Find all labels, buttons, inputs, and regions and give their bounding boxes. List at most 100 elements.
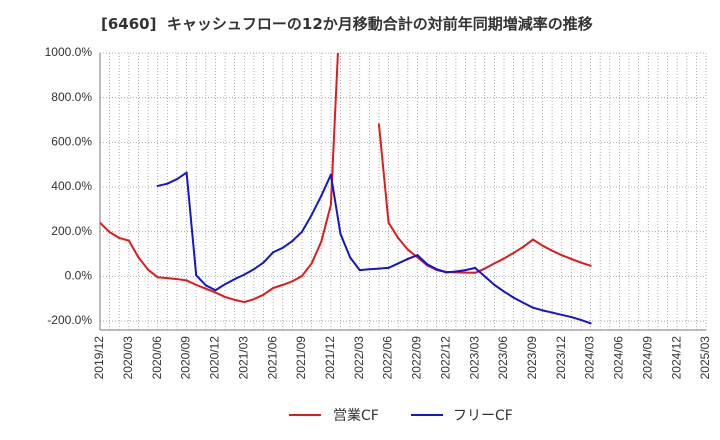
data-point-free-cf [301,230,303,233]
series-line-operating-cf [100,53,592,304]
data-point-operating-cf [195,283,198,286]
data-point-operating-cf [137,256,140,259]
data-point-operating-cf [252,298,255,301]
data-point-free-cf [185,171,188,174]
legend-label-free-cf: フリーCF [453,408,513,424]
data-point-operating-cf [579,261,582,264]
data-point-free-cf [551,311,554,314]
data-point-operating-cf [301,274,303,277]
y-tick-label: 400.0% [51,179,92,193]
data-point-free-cf [464,269,467,272]
x-tick-label: 2020/03 [121,336,135,380]
data-point-operating-cf [185,279,188,282]
data-point-free-cf [474,266,477,269]
legend-label-operating-cf: 営業CF [333,408,379,424]
data-point-operating-cf [474,271,477,274]
data-point-operating-cf [570,257,573,260]
data-point-operating-cf [214,291,217,294]
data-point-free-cf [329,173,332,176]
data-point-free-cf [570,316,573,319]
data-point-operating-cf [233,298,236,301]
data-point-operating-cf [387,221,390,224]
data-point-free-cf [243,273,246,276]
x-axis-labels: 2019/12 2020/03 2020/06 2020/09 2020/12 2021/… [92,336,712,380]
data-point-operating-cf [310,262,313,265]
data-point-free-cf [349,256,352,259]
y-tick-label: 200.0% [51,224,92,238]
data-point-operating-cf [589,264,592,267]
y-tick-label: 0.0% [65,269,93,283]
legend-item-operating-cf: 営業CF [289,408,379,424]
data-point-operating-cf [204,287,207,290]
data-point-free-cf [416,254,419,257]
data-point-operating-cf [512,251,515,254]
data-point-operating-cf [127,239,130,242]
data-point-free-cf [503,290,505,293]
data-point-free-cf [512,296,515,299]
data-point-operating-cf [406,248,409,251]
data-point-free-cf [541,309,544,312]
data-point-free-cf [166,182,169,185]
data-point-operating-cf [531,238,534,241]
data-point-free-cf [310,213,313,216]
y-tick-label: 600.0% [51,135,92,149]
x-tick-label: 2020/12 [208,336,222,380]
data-point-operating-cf [166,277,169,280]
data-point-operating-cf [175,278,178,281]
y-tick-label: -200.0% [47,313,92,327]
data-point-free-cf [339,232,342,235]
data-point-free-cf [454,270,457,273]
x-tick-label: 2024/06 [612,336,626,380]
data-point-operating-cf [560,254,563,257]
data-point-free-cf [358,269,361,272]
legend: 営業CF フリーCF [289,408,513,424]
data-point-free-cf [204,284,207,287]
axes [99,53,706,331]
x-tick-label: 2023/12 [554,336,568,380]
chart-title: [6460] キャッシュフローの12か月移動合計の対前年同期増減率の推移 [101,15,593,33]
data-point-free-cf [272,251,275,254]
data-point-free-cf [195,274,198,277]
x-tick-label: 2021/06 [265,336,279,380]
x-tick-label: 2023/06 [496,336,510,380]
legend-item-free-cf: フリーCF [411,408,513,424]
data-point-free-cf [281,246,284,249]
data-point-operating-cf [291,280,294,283]
data-point-free-cf [522,301,525,304]
data-point-operating-cf [100,221,101,224]
data-point-operating-cf [272,287,275,289]
data-point-free-cf [377,267,380,270]
data-point-free-cf [175,178,178,181]
y-axis-labels: 1000.0% 800.0% 600.0% 400.0% 200.0% 0.0% -200.… [45,45,93,327]
y-tick-label: 1000.0% [45,45,93,59]
data-point-free-cf [560,313,563,316]
data-point-operating-cf [541,244,544,247]
data-point-free-cf [291,240,294,243]
data-point-operating-cf [281,283,284,286]
data-point-operating-cf [224,295,227,298]
data-point-free-cf [579,318,582,321]
x-tick-label: 2021/03 [236,336,250,380]
data-point-operating-cf [551,249,554,252]
data-point-free-cf [531,306,534,309]
x-tick-label: 2022/03 [352,336,366,380]
series-group [100,53,592,325]
data-point-operating-cf [464,271,467,274]
data-point-operating-cf [262,293,265,296]
data-point-free-cf [320,194,323,197]
x-tick-label: 2022/09 [410,336,424,380]
x-tick-label: 2025/03 [698,336,712,380]
data-point-operating-cf [493,262,496,265]
x-tick-label: 2022/12 [438,336,452,380]
data-point-operating-cf [118,236,121,239]
data-point-operating-cf [108,231,111,234]
x-tick-label: 2022/06 [381,336,395,380]
data-point-free-cf [397,262,400,265]
series-line-free-cf [156,171,592,325]
data-point-free-cf [233,278,236,281]
data-point-free-cf [156,184,159,187]
x-tick-label: 2024/09 [640,336,654,380]
x-tick-label: 2020/09 [179,336,193,380]
x-tick-label: 2023/09 [525,336,539,380]
